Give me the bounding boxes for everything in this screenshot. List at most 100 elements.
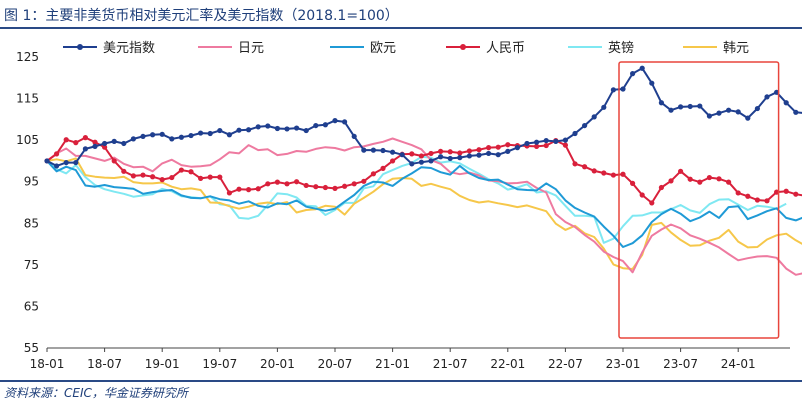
chart-legend: 美元指数 日元 欧元 人民币 英镑 韩元 bbox=[63, 40, 749, 56]
data-point-usd_index bbox=[255, 124, 261, 130]
legend-label-eur: 欧元 bbox=[370, 41, 396, 56]
data-point-cny bbox=[370, 171, 376, 177]
data-point-cny bbox=[111, 158, 117, 164]
data-point-usd_index bbox=[601, 104, 607, 110]
data-point-cny bbox=[764, 198, 770, 204]
line-chart: 55 65 75 85 95 105 115 125 18-01 18-07 19-01 19-07… bbox=[16, 40, 802, 371]
data-point-cny bbox=[562, 142, 569, 148]
data-point-usd_index bbox=[303, 127, 309, 134]
data-point-usd_index bbox=[409, 161, 415, 167]
data-point-cny bbox=[169, 174, 175, 181]
data-point-cny bbox=[303, 182, 309, 189]
data-point-cny bbox=[457, 150, 463, 156]
data-point-cny bbox=[505, 142, 511, 148]
data-point-usd_index bbox=[668, 107, 674, 113]
data-point-usd_index bbox=[764, 94, 770, 100]
y-tick-label: 55 bbox=[24, 341, 39, 355]
data-point-cny bbox=[726, 179, 732, 185]
legend-label-usd_index: 美元指数 bbox=[103, 41, 155, 56]
data-point-usd_index bbox=[92, 143, 98, 149]
data-point-cny bbox=[466, 148, 472, 154]
series-line-cny bbox=[46, 136, 802, 204]
data-point-usd_index bbox=[226, 132, 232, 138]
data-point-cny bbox=[332, 185, 338, 191]
data-point-usd_index bbox=[783, 100, 789, 106]
y-tick-label: 75 bbox=[24, 258, 39, 272]
x-tick-label: 24-01 bbox=[721, 357, 756, 371]
data-point-usd_index bbox=[313, 122, 319, 129]
data-point-usd_index bbox=[553, 138, 559, 144]
series-markers bbox=[44, 65, 799, 206]
data-point-usd_index bbox=[476, 152, 482, 158]
data-point-cny bbox=[534, 143, 540, 149]
data-point-cny bbox=[236, 186, 242, 192]
x-tick-label: 21-01 bbox=[375, 357, 410, 371]
x-tick-label: 22-07 bbox=[548, 357, 583, 371]
source-rule bbox=[0, 380, 802, 382]
data-point-usd_index bbox=[505, 148, 511, 154]
x-tick-label: 21-07 bbox=[433, 357, 468, 371]
data-point-cny bbox=[207, 174, 213, 180]
x-tick-label: 23-07 bbox=[663, 357, 698, 371]
data-point-cny bbox=[486, 145, 492, 151]
data-point-usd_index bbox=[207, 130, 213, 137]
data-point-cny bbox=[687, 176, 693, 182]
data-point-usd_index bbox=[178, 134, 184, 140]
data-point-usd_index bbox=[399, 152, 405, 158]
data-point-cny bbox=[476, 147, 482, 153]
data-point-usd_index bbox=[294, 125, 300, 131]
data-point-cny bbox=[63, 137, 69, 143]
data-point-cny bbox=[255, 186, 261, 192]
data-point-usd_index bbox=[793, 109, 799, 115]
data-point-cny bbox=[217, 174, 223, 180]
data-point-cny bbox=[745, 193, 751, 199]
data-point-cny bbox=[361, 178, 367, 184]
data-point-usd_index bbox=[466, 153, 472, 159]
x-axis-ticks: 18-01 18-07 19-01 19-07 20-01 20-07 21-01 21-07… bbox=[30, 348, 756, 371]
data-point-usd_index bbox=[111, 138, 117, 144]
data-point-usd_index bbox=[169, 136, 175, 142]
data-point-usd_index bbox=[687, 103, 693, 110]
data-point-cny bbox=[438, 148, 444, 154]
data-point-usd_index bbox=[562, 137, 569, 143]
data-point-usd_index bbox=[716, 110, 722, 116]
x-tick-label: 22-01 bbox=[490, 357, 525, 371]
data-point-usd_index bbox=[361, 147, 367, 153]
data-point-usd_index bbox=[274, 125, 280, 132]
data-point-cny bbox=[668, 178, 674, 184]
highlight-box-group bbox=[618, 61, 780, 339]
data-point-cny bbox=[294, 179, 300, 185]
x-tick-label: 20-07 bbox=[318, 357, 353, 371]
data-point-usd_index bbox=[649, 80, 655, 86]
data-point-usd_index bbox=[457, 155, 463, 161]
data-point-usd_index bbox=[735, 109, 741, 115]
legend-marker-usd_index bbox=[77, 44, 83, 50]
data-point-cny bbox=[447, 149, 453, 155]
chart-title: 图 1：主要非美货币相对美元汇率及美元指数（2018.1=100） bbox=[4, 8, 399, 24]
data-point-usd_index bbox=[102, 140, 108, 147]
data-point-cny bbox=[150, 174, 156, 180]
data-point-usd_index bbox=[658, 100, 665, 106]
data-point-usd_index bbox=[73, 159, 79, 166]
data-point-cny bbox=[783, 188, 789, 194]
data-point-usd_index bbox=[265, 123, 271, 129]
data-point-cny bbox=[322, 184, 328, 191]
data-point-cny bbox=[121, 168, 127, 174]
data-point-usd_index bbox=[620, 86, 626, 92]
series-line-usd_index bbox=[46, 67, 802, 167]
data-point-usd_index bbox=[236, 127, 242, 133]
data-point-cny bbox=[658, 184, 665, 191]
data-point-cny bbox=[716, 176, 722, 182]
highlight-box bbox=[618, 61, 780, 339]
data-point-usd_index bbox=[246, 127, 252, 133]
data-point-cny bbox=[697, 179, 703, 185]
data-point-cny bbox=[630, 180, 636, 186]
legend-label-cny: 人民币 bbox=[486, 41, 525, 56]
data-point-cny bbox=[582, 164, 588, 170]
data-point-usd_index bbox=[630, 71, 636, 77]
series-line-jpy bbox=[46, 137, 802, 276]
data-point-usd_index bbox=[447, 155, 453, 162]
data-point-cny bbox=[793, 191, 799, 197]
data-point-cny bbox=[188, 169, 194, 175]
data-point-cny bbox=[198, 175, 204, 181]
